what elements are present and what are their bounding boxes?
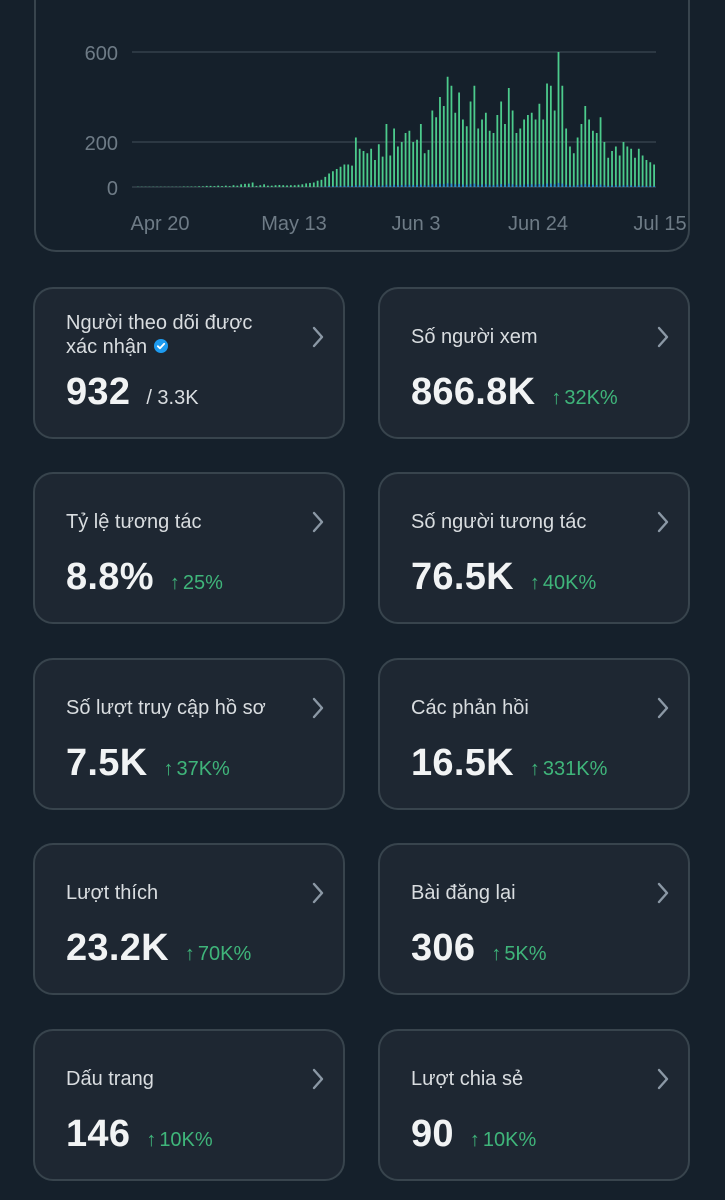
stat-value: 76.5K — [411, 556, 514, 598]
stat-value: 306 — [411, 927, 476, 969]
chevron-right-icon — [312, 511, 324, 533]
stat-delta: 25% — [182, 572, 223, 594]
stat-label: Bài đăng lại — [411, 882, 516, 904]
x-tick-label: Apr 20 — [131, 213, 190, 235]
stat-delta: 32K% — [564, 387, 618, 409]
stat-label: Số người tương tác — [411, 511, 587, 533]
y-tick-label: 200 — [85, 133, 118, 155]
stat-delta: 331K% — [542, 758, 608, 780]
stat-bookmarks[interactable]: Dấu trang 146 ↑ 10K% — [33, 1029, 345, 1181]
arrow-up-icon: ↑ — [163, 758, 174, 780]
y-tick-label: 600 — [85, 43, 118, 65]
stat-value: 146 — [66, 1113, 131, 1155]
stat-total: / 3.3K — [146, 387, 199, 409]
analytics-chart-card: 600 200 0 Apr 20 May 13 Jun 3 Jun 24 Jul 15 — [34, 0, 690, 252]
stat-engaged-users[interactable]: Số người tương tác 76.5K ↑ 40K% — [378, 472, 690, 624]
stat-value: 932 — [66, 371, 131, 413]
stat-likes[interactable]: Lượt thích 23.2K ↑ 70K% — [33, 843, 345, 995]
stat-value: 866.8K — [411, 371, 536, 413]
chevron-right-icon — [657, 882, 669, 904]
stat-label: Số người xem — [411, 326, 538, 348]
stat-delta: 37K% — [176, 758, 230, 780]
arrow-up-icon: ↑ — [146, 1129, 157, 1151]
arrow-up-icon: ↑ — [184, 943, 195, 965]
x-tick-label: Jun 24 — [508, 213, 568, 235]
arrow-up-icon: ↑ — [469, 1129, 480, 1151]
stat-delta: 70K% — [197, 943, 252, 965]
arrow-up-icon: ↑ — [491, 943, 502, 965]
x-tick-label: Jun 3 — [392, 213, 441, 235]
chevron-right-icon — [312, 1068, 324, 1090]
stat-label: Dấu trang — [66, 1068, 154, 1090]
stat-value: 8.8% — [66, 556, 154, 598]
stat-delta: 5K% — [504, 943, 547, 965]
chevron-right-icon — [312, 697, 324, 719]
stat-engagement-rate[interactable]: Tỷ lệ tương tác 8.8% ↑ 25% — [33, 472, 345, 624]
stat-label: Các phản hồi — [411, 697, 529, 719]
y-tick-label: 0 — [107, 178, 118, 200]
chevron-right-icon — [312, 326, 324, 348]
stat-delta: 40K% — [542, 572, 597, 594]
stat-value: 23.2K — [66, 927, 169, 969]
stat-label: Lượt chia sẻ — [411, 1068, 524, 1090]
stat-shares[interactable]: Lượt chia sẻ 90 ↑ 10K% — [378, 1029, 690, 1181]
arrow-up-icon: ↑ — [169, 572, 180, 594]
arrow-up-icon: ↑ — [529, 758, 540, 780]
chevron-right-icon — [657, 697, 669, 719]
stat-profile-visits[interactable]: Số lượt truy cập hồ sơ 7.5K ↑ 37K% — [33, 658, 345, 810]
stat-viewers[interactable]: Số người xem 866.8K ↑ 32K% — [378, 287, 690, 439]
x-tick-label: Jul 15 — [633, 213, 686, 235]
stat-label: Tỷ lệ tương tác — [66, 511, 202, 533]
stat-delta: 10K% — [482, 1129, 537, 1151]
bar-chart: 600 200 0 Apr 20 May 13 Jun 3 Jun 24 Jul 15 — [85, 43, 687, 235]
chevron-right-icon — [657, 1068, 669, 1090]
stat-delta: 10K% — [159, 1129, 213, 1151]
stat-replies[interactable]: Các phản hồi 16.5K ↑ 331K% — [378, 658, 690, 810]
stat-reposts[interactable]: Bài đăng lại 306 ↑ 5K% — [378, 843, 690, 995]
arrow-up-icon: ↑ — [551, 387, 562, 409]
stat-value: 7.5K — [66, 742, 148, 784]
stat-verified-followers[interactable]: Người theo dõi được xác nhận 932 / 3.3K — [33, 287, 345, 439]
stat-value: 90 — [411, 1113, 454, 1155]
chevron-right-icon — [657, 511, 669, 533]
arrow-up-icon: ↑ — [529, 572, 540, 594]
verified-badge-icon — [154, 339, 169, 353]
stat-value: 16.5K — [411, 742, 514, 784]
chevron-right-icon — [312, 882, 324, 904]
stat-label: Người theo dõi được xác nhận — [66, 312, 253, 358]
chevron-right-icon — [657, 326, 669, 348]
stat-label: Số lượt truy cập hồ sơ — [66, 697, 266, 719]
stat-label: Lượt thích — [66, 882, 159, 904]
x-tick-label: May 13 — [261, 213, 327, 235]
